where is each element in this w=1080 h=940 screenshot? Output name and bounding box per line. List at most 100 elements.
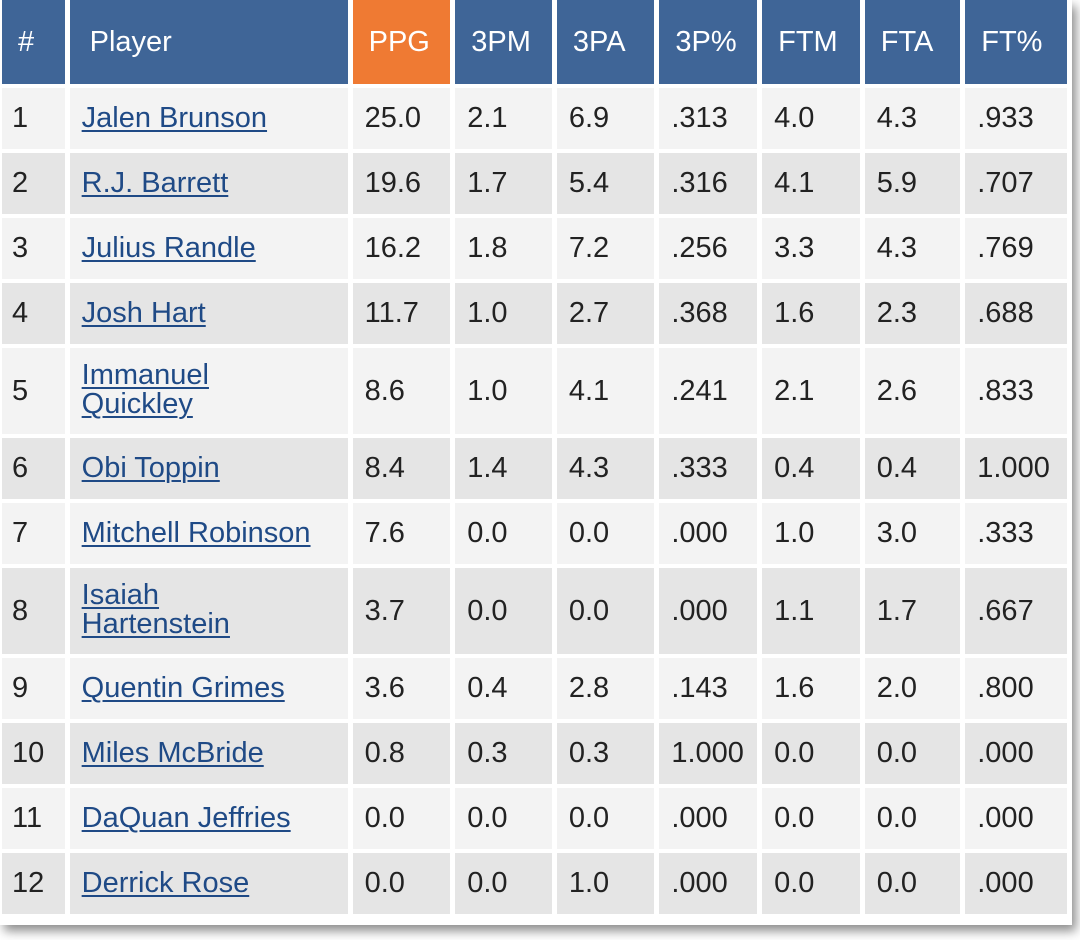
cell-tp-pct: .000 <box>659 503 758 564</box>
cell-tpm: 0.4 <box>455 658 552 719</box>
cell-tpm: 1.0 <box>455 283 552 344</box>
table-row: 11 DaQuan Jeffries 0.0 0.0 0.0.000 0.0 0.0.000 <box>2 788 1067 849</box>
cell-tpm: 0.0 <box>455 568 552 654</box>
table-row: 7 Mitchell Robinson 7.6 0.0 0.0.000 1.0 3.0.33… <box>2 503 1067 564</box>
player-link[interactable]: Isaiah Hartenstein <box>81 579 230 640</box>
cell-ft-pct: .333 <box>965 503 1067 564</box>
cell-num: 3 <box>2 218 65 279</box>
player-cell: Jalen Brunson <box>69 88 348 149</box>
player-cell: Obi Toppin <box>69 438 348 499</box>
cell-fta: 5.9 <box>864 153 961 214</box>
player-link[interactable]: Quentin Grimes <box>81 672 285 704</box>
cell-ppg: 0.0 <box>352 853 451 914</box>
table-row: 5 Immanuel Quickley 8.6 1.0 4.1.241 2.1 2.6.83… <box>2 348 1067 434</box>
column-header-ppg[interactable]: PPG <box>352 0 451 84</box>
player-link[interactable]: Immanuel Quickley <box>81 359 209 420</box>
cell-fta: 3.0 <box>864 503 961 564</box>
cell-tpm: 0.0 <box>455 853 552 914</box>
cell-ftm: 0.4 <box>762 438 860 499</box>
column-header-tpm[interactable]: 3PM <box>455 0 552 84</box>
cell-ftm: 4.0 <box>762 88 860 149</box>
cell-num: 7 <box>2 503 65 564</box>
player-link[interactable]: Miles McBride <box>81 737 264 769</box>
cell-tpa: 2.7 <box>556 283 655 344</box>
table-row: 9 Quentin Grimes 3.6 0.4 2.8.143 1.6 2.0.800 <box>2 658 1067 719</box>
table-row: 1 Jalen Brunson 25.0 2.1 6.9.313 4.0 4.3.933 <box>2 88 1067 149</box>
cell-tpa: 4.1 <box>556 348 655 434</box>
cell-ftm: 4.1 <box>762 153 860 214</box>
cell-tpm: 0.0 <box>455 503 552 564</box>
player-cell: Mitchell Robinson <box>69 503 348 564</box>
cell-fta: 2.6 <box>864 348 961 434</box>
cell-ppg: 7.6 <box>352 503 451 564</box>
cell-tp-pct: .000 <box>659 853 758 914</box>
table-row: 6 Obi Toppin 8.4 1.4 4.3.333 0.4 0.4 1.000 <box>2 438 1067 499</box>
cell-tpa: 0.0 <box>556 503 655 564</box>
cell-tpa: 1.0 <box>556 853 655 914</box>
cell-fta: 1.7 <box>864 568 961 654</box>
table-row: 10 Miles McBride 0.8 0.3 0.3 1.000 0.0 0.0.000 <box>2 723 1067 784</box>
cell-tpm: 2.1 <box>455 88 552 149</box>
cell-ppg: 8.6 <box>352 348 451 434</box>
cell-ft-pct: .707 <box>965 153 1067 214</box>
cell-ft-pct: .000 <box>965 788 1067 849</box>
player-link[interactable]: Derrick Rose <box>81 867 250 899</box>
cell-tp-pct: .316 <box>659 153 758 214</box>
cell-tpm: 1.0 <box>455 348 552 434</box>
player-cell: Isaiah Hartenstein <box>69 568 348 654</box>
cell-tp-pct: .256 <box>659 218 758 279</box>
cell-fta: 2.0 <box>864 658 961 719</box>
cell-ftm: 2.1 <box>762 348 860 434</box>
cell-fta: 0.4 <box>864 438 961 499</box>
column-header-tpa[interactable]: 3PA <box>556 0 655 84</box>
table-row: 8 Isaiah Hartenstein 3.7 0.0 0.0.000 1.1 1.7.6… <box>2 568 1067 654</box>
cell-num: 1 <box>2 88 65 149</box>
player-link[interactable]: Julius Randle <box>81 232 256 264</box>
cell-ft-pct: .833 <box>965 348 1067 434</box>
cell-ftm: 1.6 <box>762 283 860 344</box>
cell-ppg: 0.8 <box>352 723 451 784</box>
player-cell: Josh Hart <box>69 283 348 344</box>
player-link[interactable]: DaQuan Jeffries <box>81 802 291 834</box>
cell-num: 12 <box>2 853 65 914</box>
cell-fta: 4.3 <box>864 88 961 149</box>
player-link[interactable]: Jalen Brunson <box>81 102 268 134</box>
player-link[interactable]: R.J. Barrett <box>81 167 229 199</box>
cell-tp-pct: .241 <box>659 348 758 434</box>
column-header-player[interactable]: Player <box>69 0 348 84</box>
table-header-row: # Player PPG 3PM 3PA 3P% FTM FTA FT% <box>2 0 1067 84</box>
stats-table-frame: # Player PPG 3PM 3PA 3P% FTM FTA FT% 1 Jalen Brun… <box>2 0 1067 914</box>
cell-fta: 2.3 <box>864 283 961 344</box>
column-header-ft-pct[interactable]: FT% <box>965 0 1067 84</box>
column-header-tp-pct[interactable]: 3P% <box>659 0 758 84</box>
column-header-fta[interactable]: FTA <box>864 0 961 84</box>
cell-ftm: 0.0 <box>762 788 860 849</box>
cell-ppg: 0.0 <box>352 788 451 849</box>
column-header-num[interactable]: # <box>2 0 65 84</box>
cell-ft-pct: 1.000 <box>965 438 1067 499</box>
cell-ft-pct: .000 <box>965 723 1067 784</box>
player-link[interactable]: Mitchell Robinson <box>81 517 311 549</box>
cell-tpa: 7.2 <box>556 218 655 279</box>
cell-fta: 0.0 <box>864 853 961 914</box>
cell-ppg: 25.0 <box>352 88 451 149</box>
cell-ft-pct: .800 <box>965 658 1067 719</box>
cell-ftm: 0.0 <box>762 853 860 914</box>
cell-num: 2 <box>2 153 65 214</box>
player-link[interactable]: Obi Toppin <box>81 452 220 484</box>
cell-tpa: 6.9 <box>556 88 655 149</box>
cell-ft-pct: .769 <box>965 218 1067 279</box>
player-link[interactable]: Josh Hart <box>81 297 206 329</box>
cell-tp-pct: .333 <box>659 438 758 499</box>
table-row: 3 Julius Randle 16.2 1.8 7.2.256 3.3 4.3.769 <box>2 218 1067 279</box>
cell-tpm: 1.4 <box>455 438 552 499</box>
cell-fta: 0.0 <box>864 723 961 784</box>
cell-ftm: 0.0 <box>762 723 860 784</box>
column-header-ftm[interactable]: FTM <box>762 0 860 84</box>
cell-tpm: 1.8 <box>455 218 552 279</box>
cell-ppg: 8.4 <box>352 438 451 499</box>
cell-tp-pct: .313 <box>659 88 758 149</box>
player-cell: DaQuan Jeffries <box>69 788 348 849</box>
cell-tpa: 2.8 <box>556 658 655 719</box>
table-row: 2 R.J. Barrett 19.6 1.7 5.4.316 4.1 5.9.707 <box>2 153 1067 214</box>
